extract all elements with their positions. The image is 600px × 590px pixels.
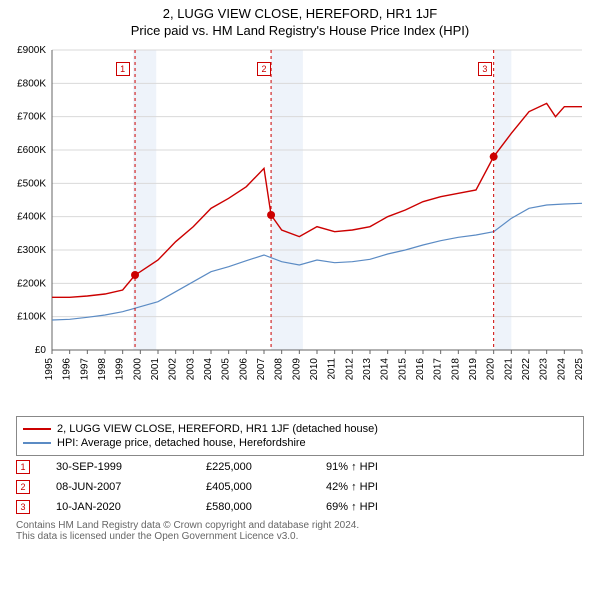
svg-text:2011: 2011 xyxy=(327,358,338,380)
svg-text:2024: 2024 xyxy=(556,358,567,381)
svg-text:£300K: £300K xyxy=(17,245,46,256)
legend-swatch xyxy=(23,428,51,430)
sale-pct: 91% ↑ HPI xyxy=(326,461,446,473)
svg-text:2004: 2004 xyxy=(203,358,214,381)
legend: 2, LUGG VIEW CLOSE, HEREFORD, HR1 1JF (d… xyxy=(16,416,584,456)
svg-text:1997: 1997 xyxy=(79,358,90,381)
chart: £0 £100K £200K £300K £400K £500K £600K £700K £80… xyxy=(0,40,600,410)
chart-container: 2, LUGG VIEW CLOSE, HEREFORD, HR1 1JF Pr… xyxy=(0,0,600,542)
svg-text:2005: 2005 xyxy=(221,358,232,381)
legend-item: 2, LUGG VIEW CLOSE, HEREFORD, HR1 1JF (d… xyxy=(23,423,577,435)
svg-text:2000: 2000 xyxy=(132,358,143,381)
sale-marker: 2 xyxy=(16,480,30,494)
svg-text:£500K: £500K xyxy=(17,178,46,189)
svg-text:2012: 2012 xyxy=(344,358,355,381)
svg-text:2009: 2009 xyxy=(291,358,302,381)
footer: Contains HM Land Registry data © Crown c… xyxy=(16,520,584,542)
sales-table: 1 30-SEP-1999£225,00091% ↑ HPI 2 08-JUN-200… xyxy=(16,460,584,514)
footer-line: This data is licensed under the Open Gov… xyxy=(16,531,584,542)
title-subtitle: Price paid vs. HM Land Registry's House … xyxy=(0,23,600,38)
svg-text:2015: 2015 xyxy=(397,358,408,381)
svg-text:2003: 2003 xyxy=(185,358,196,381)
svg-text:2021: 2021 xyxy=(503,358,514,381)
title-block: 2, LUGG VIEW CLOSE, HEREFORD, HR1 1JF Pr… xyxy=(0,0,600,40)
svg-text:1996: 1996 xyxy=(62,358,73,381)
chart-svg: £0 £100K £200K £300K £400K £500K £600K £700K £80… xyxy=(0,40,600,410)
sale-date: 10-JAN-2020 xyxy=(56,501,206,513)
legend-swatch xyxy=(23,442,51,444)
svg-text:1995: 1995 xyxy=(44,358,55,381)
svg-text:2017: 2017 xyxy=(433,358,444,381)
svg-text:2016: 2016 xyxy=(415,358,426,381)
svg-text:2013: 2013 xyxy=(362,358,373,381)
svg-text:2007: 2007 xyxy=(256,358,267,381)
svg-text:£700K: £700K xyxy=(17,112,46,123)
sale-marker: 1 xyxy=(16,460,30,474)
svg-text:£600K: £600K xyxy=(17,145,46,156)
legend-item: HPI: Average price, detached house, Here… xyxy=(23,437,577,449)
sale-pct: 42% ↑ HPI xyxy=(326,481,446,493)
svg-text:2025: 2025 xyxy=(574,358,585,381)
sale-date: 30-SEP-1999 xyxy=(56,461,206,473)
sale-price: £405,000 xyxy=(206,481,326,493)
sale-price: £580,000 xyxy=(206,501,326,513)
svg-text:2006: 2006 xyxy=(238,358,249,381)
svg-text:2022: 2022 xyxy=(521,358,532,381)
sale-pct: 69% ↑ HPI xyxy=(326,501,446,513)
svg-text:1999: 1999 xyxy=(115,358,126,381)
svg-text:1998: 1998 xyxy=(97,358,108,381)
sale-date: 08-JUN-2007 xyxy=(56,481,206,493)
legend-text: HPI: Average price, detached house, Here… xyxy=(57,437,306,449)
svg-text:£100K: £100K xyxy=(17,312,46,323)
sale-marker-label: 2 xyxy=(257,62,271,76)
sale-marker-label: 3 xyxy=(478,62,492,76)
svg-text:2001: 2001 xyxy=(150,358,161,381)
svg-text:£0: £0 xyxy=(35,345,47,356)
svg-text:2023: 2023 xyxy=(539,358,550,381)
svg-text:2002: 2002 xyxy=(168,358,179,381)
svg-text:2014: 2014 xyxy=(380,358,391,381)
title-address: 2, LUGG VIEW CLOSE, HEREFORD, HR1 1JF xyxy=(0,6,600,21)
footer-line: Contains HM Land Registry data © Crown c… xyxy=(16,520,584,531)
svg-text:£200K: £200K xyxy=(17,278,46,289)
svg-text:£400K: £400K xyxy=(17,212,46,223)
legend-text: 2, LUGG VIEW CLOSE, HEREFORD, HR1 1JF (d… xyxy=(57,423,378,435)
svg-text:2008: 2008 xyxy=(274,358,285,381)
sale-marker-label: 1 xyxy=(116,62,130,76)
svg-text:2020: 2020 xyxy=(486,358,497,381)
sale-marker: 3 xyxy=(16,500,30,514)
svg-text:2018: 2018 xyxy=(450,358,461,381)
svg-text:2010: 2010 xyxy=(309,358,320,381)
svg-text:£900K: £900K xyxy=(17,45,46,56)
svg-text:2019: 2019 xyxy=(468,358,479,381)
sale-price: £225,000 xyxy=(206,461,326,473)
svg-text:£800K: £800K xyxy=(17,78,46,89)
